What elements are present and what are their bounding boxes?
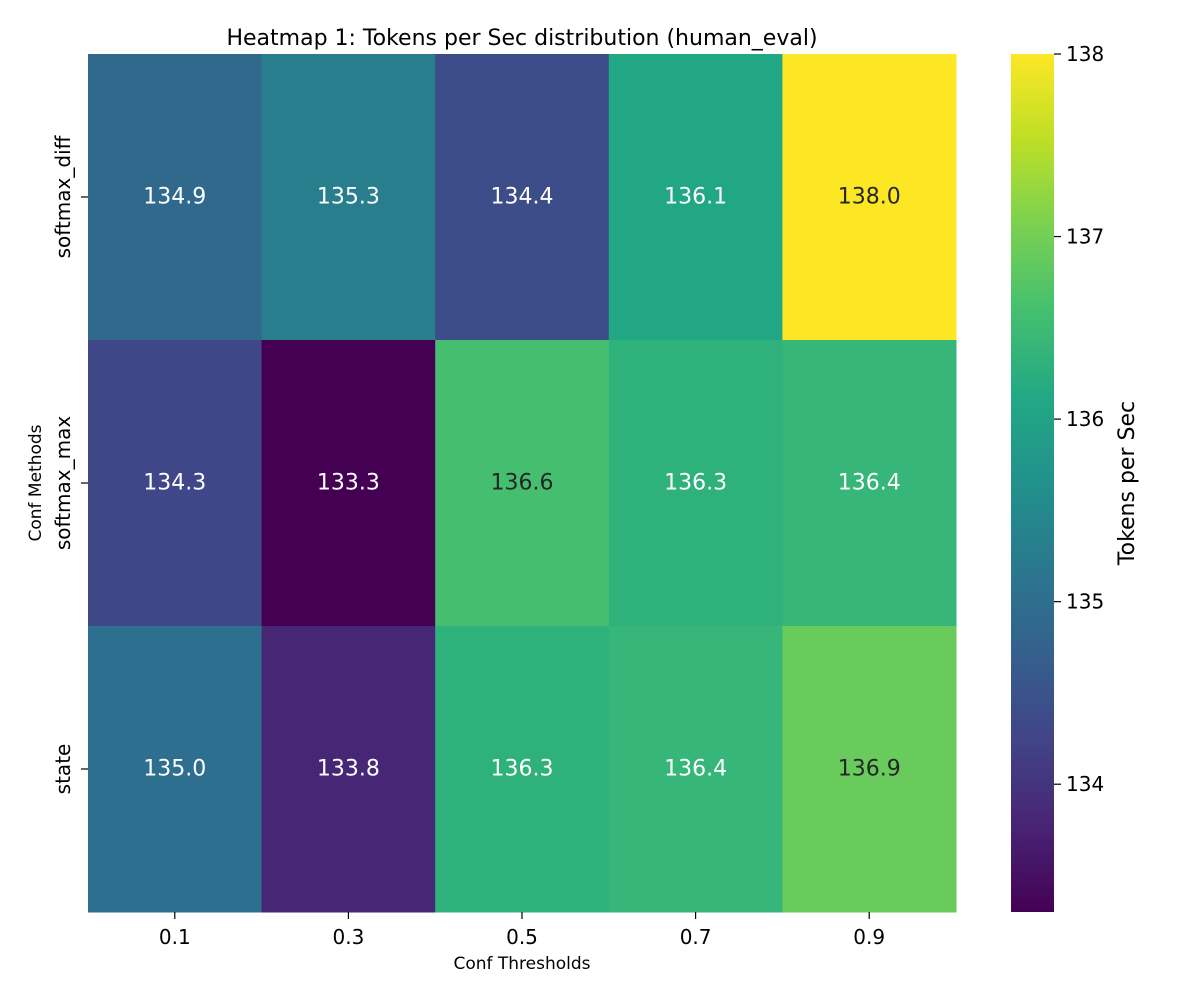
heatmap-cell <box>261 340 436 627</box>
y-tick-label: softmax_max <box>51 416 75 551</box>
y-axis-label: Conf Methods <box>26 424 46 541</box>
colorbar-tick-label: 137 <box>1066 225 1104 249</box>
cell-value-label: 136.4 <box>664 757 727 782</box>
x-tick-label: 0.3 <box>332 925 364 949</box>
x-axis: 0.1 0.3 0.5 0.7 0.9 <box>159 912 885 949</box>
cell-value-label: 136.9 <box>838 757 901 782</box>
colorbar-ticks: 134 135 136 137 138 <box>1054 42 1104 796</box>
colorbar-tick-label: 135 <box>1066 590 1104 614</box>
heatmap-cell <box>88 54 263 341</box>
heatmap-cell <box>261 54 436 341</box>
heatmap-cell <box>782 626 957 913</box>
heatmap-cell <box>782 54 957 341</box>
colorbar-tick-label: 134 <box>1066 772 1104 796</box>
colorbar <box>1011 54 1054 912</box>
heatmap-cell <box>261 626 436 913</box>
cell-value-label: 136.4 <box>838 471 901 496</box>
cell-value-label: 133.8 <box>317 757 380 782</box>
cell-value-label: 134.3 <box>143 471 206 496</box>
cell-value-label: 136.3 <box>664 471 727 496</box>
x-tick-label: 0.7 <box>680 925 712 949</box>
heatmap-cell-labels: 134.9 135.3 134.4 136.1 138.0 134.3 133.3 136.6… <box>143 185 900 782</box>
heatmap-cell <box>435 54 610 341</box>
cell-value-label: 138.0 <box>838 185 901 210</box>
cell-value-label: 136.6 <box>491 471 554 496</box>
y-tick-label: state <box>51 744 75 795</box>
x-tick-label: 0.9 <box>853 925 885 949</box>
heatmap-cell <box>88 340 263 627</box>
cell-value-label: 135.0 <box>143 757 206 782</box>
y-tick-label: softmax_diff <box>51 134 75 258</box>
x-axis-label: Conf Thresholds <box>453 954 590 974</box>
cell-value-label: 133.3 <box>317 471 380 496</box>
heatmap-cell <box>435 626 610 913</box>
cell-value-label: 134.4 <box>491 185 554 210</box>
colorbar-tick-label: 138 <box>1066 42 1104 66</box>
heatmap-cell <box>435 340 610 627</box>
heatmap-cell <box>88 626 263 913</box>
cell-value-label: 136.1 <box>664 185 727 210</box>
heatmap-cell <box>782 340 957 627</box>
x-tick-label: 0.5 <box>506 925 538 949</box>
x-tick-label: 0.1 <box>159 925 191 949</box>
heatmap-cell <box>608 626 783 913</box>
heatmap-cell <box>608 340 783 627</box>
heatmap-cells <box>88 54 957 913</box>
colorbar-tick-label: 136 <box>1066 407 1104 431</box>
cell-value-label: 135.3 <box>317 185 380 210</box>
chart-title: Heatmap 1: Tokens per Sec distribution (… <box>226 26 817 51</box>
cell-value-label: 134.9 <box>143 185 206 210</box>
colorbar-label: Tokens per Sec <box>1115 401 1140 566</box>
heatmap-cell <box>608 54 783 341</box>
cell-value-label: 136.3 <box>491 757 554 782</box>
